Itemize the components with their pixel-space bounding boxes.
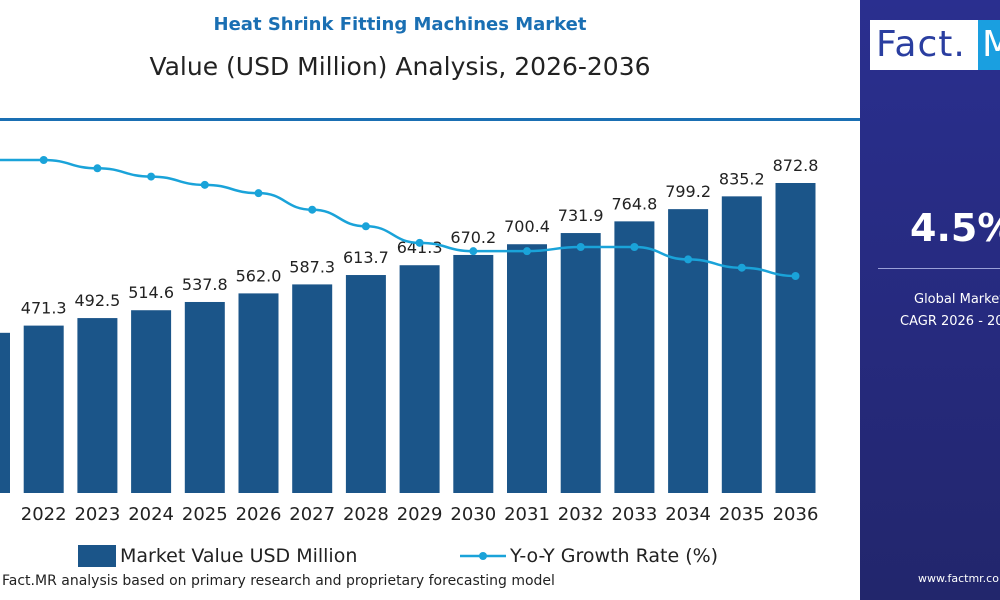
legend-line-label: Y-o-Y Growth Rate (%) bbox=[510, 545, 719, 567]
bar-label-2022: 471.3 bbox=[21, 299, 67, 318]
cagr-label-line-1: Global Market bbox=[914, 292, 1000, 307]
x-label-2035: 2035 bbox=[719, 504, 765, 525]
growth-line-series bbox=[0, 156, 800, 280]
growth-point-2033 bbox=[630, 243, 639, 251]
growth-point-2028 bbox=[361, 222, 370, 231]
cagr-divider bbox=[878, 268, 1000, 269]
x-label-2034: 2034 bbox=[665, 504, 711, 525]
bar-2023 bbox=[77, 318, 118, 493]
chart-plot: 0471.3492.5514.6537.8562.0587.3613.7641.… bbox=[0, 156, 819, 525]
chart-subtitle: Value (USD Million) Analysis, 2026-2036 bbox=[149, 52, 651, 81]
bar-2022 bbox=[23, 325, 64, 493]
bar-label-2025: 537.8 bbox=[182, 275, 228, 294]
bar-2034 bbox=[668, 209, 709, 493]
x-label-2029: 2029 bbox=[397, 504, 443, 525]
growth-point-2030 bbox=[469, 247, 478, 256]
x-axis-labels: 21 2022 2023 2024 2025 2026 2027 2028 2029 2030 20… bbox=[0, 504, 818, 525]
bar-label-2027: 587.3 bbox=[289, 257, 335, 276]
cagr-value: 4.5% bbox=[910, 206, 1000, 250]
bar-2021 bbox=[0, 332, 10, 493]
x-label-2028: 2028 bbox=[343, 504, 389, 525]
growth-point-2029 bbox=[415, 238, 424, 247]
bar-2032 bbox=[560, 233, 601, 493]
growth-point-2032 bbox=[576, 243, 585, 251]
logo-text: Fact. bbox=[876, 24, 966, 65]
x-label-2022: 2022 bbox=[21, 504, 67, 525]
bar-2028 bbox=[345, 275, 386, 493]
bar-label-2028: 613.7 bbox=[343, 248, 389, 267]
x-label-2025: 2025 bbox=[182, 504, 228, 525]
legend-line-swatch bbox=[460, 552, 506, 560]
bar-label-2030: 670.2 bbox=[450, 228, 496, 247]
source-note: Fact.MR analysis based on primary resear… bbox=[2, 573, 555, 589]
bar-label-2026: 562.0 bbox=[236, 266, 282, 285]
bar-2033 bbox=[614, 221, 655, 493]
growth-point-2026 bbox=[254, 189, 263, 198]
logo-accent-text: M bbox=[982, 24, 1000, 65]
growth-point-2024 bbox=[147, 172, 156, 181]
bar-label-2034: 799.2 bbox=[665, 182, 711, 201]
x-label-2023: 2023 bbox=[74, 504, 120, 525]
bar-2025 bbox=[184, 301, 225, 493]
x-label-2030: 2030 bbox=[450, 504, 496, 525]
x-label-2024: 2024 bbox=[128, 504, 174, 525]
cagr-label-line-2: CAGR 2026 - 2036 bbox=[900, 314, 1000, 329]
bar-2030 bbox=[453, 254, 494, 493]
bar-label-2031: 700.4 bbox=[504, 217, 550, 236]
bar-series bbox=[0, 183, 816, 493]
chart-headline: Heat Shrink Fitting Machines Market bbox=[213, 14, 587, 35]
x-label-2036: 2036 bbox=[773, 504, 819, 525]
x-label-2031: 2031 bbox=[504, 504, 550, 525]
bar-2035 bbox=[721, 196, 762, 493]
x-label-2021: 21 bbox=[0, 504, 1, 525]
bar-label-2035: 835.2 bbox=[719, 169, 765, 188]
title-divider bbox=[0, 118, 860, 121]
bar-label-2023: 492.5 bbox=[74, 291, 120, 310]
x-label-2033: 2033 bbox=[611, 504, 657, 525]
logo-accent-box: M bbox=[978, 20, 1000, 70]
legend-bar-swatch bbox=[78, 545, 116, 567]
x-label-2027: 2027 bbox=[289, 504, 335, 525]
bar-label-2033: 764.8 bbox=[611, 194, 657, 213]
growth-point-2034 bbox=[684, 255, 693, 264]
growth-line bbox=[0, 158, 796, 278]
factmr-logo: Fact. M bbox=[870, 20, 1000, 70]
bar-label-2036: 872.8 bbox=[773, 156, 819, 175]
website-url: www.factmr.com bbox=[918, 572, 1000, 585]
growth-point-2023 bbox=[93, 164, 102, 173]
bar-label-2032: 731.9 bbox=[558, 206, 604, 225]
growth-point-2035 bbox=[737, 263, 746, 272]
x-label-2026: 2026 bbox=[236, 504, 282, 525]
bar-2029 bbox=[399, 265, 440, 493]
bar-2024 bbox=[131, 310, 172, 493]
growth-point-2022 bbox=[39, 156, 48, 164]
bar-2036 bbox=[775, 183, 816, 493]
brand-sidebar: Fact. M 4.5% Global Market CAGR 2026 - 2… bbox=[860, 0, 1000, 600]
bar-2027 bbox=[292, 284, 333, 493]
growth-point-2031 bbox=[523, 247, 531, 256]
bar-2031 bbox=[507, 244, 547, 493]
growth-point-2036 bbox=[791, 272, 800, 280]
x-label-2032: 2032 bbox=[558, 504, 604, 525]
legend-bar-label: Market Value USD Million bbox=[120, 545, 358, 567]
bar-label-2024: 514.6 bbox=[128, 283, 174, 302]
growth-point-2025 bbox=[200, 180, 209, 189]
bar-2026 bbox=[238, 293, 279, 493]
chart-panel: Heat Shrink Fitting Machines Market Valu… bbox=[0, 14, 860, 589]
growth-point-2027 bbox=[308, 205, 317, 214]
